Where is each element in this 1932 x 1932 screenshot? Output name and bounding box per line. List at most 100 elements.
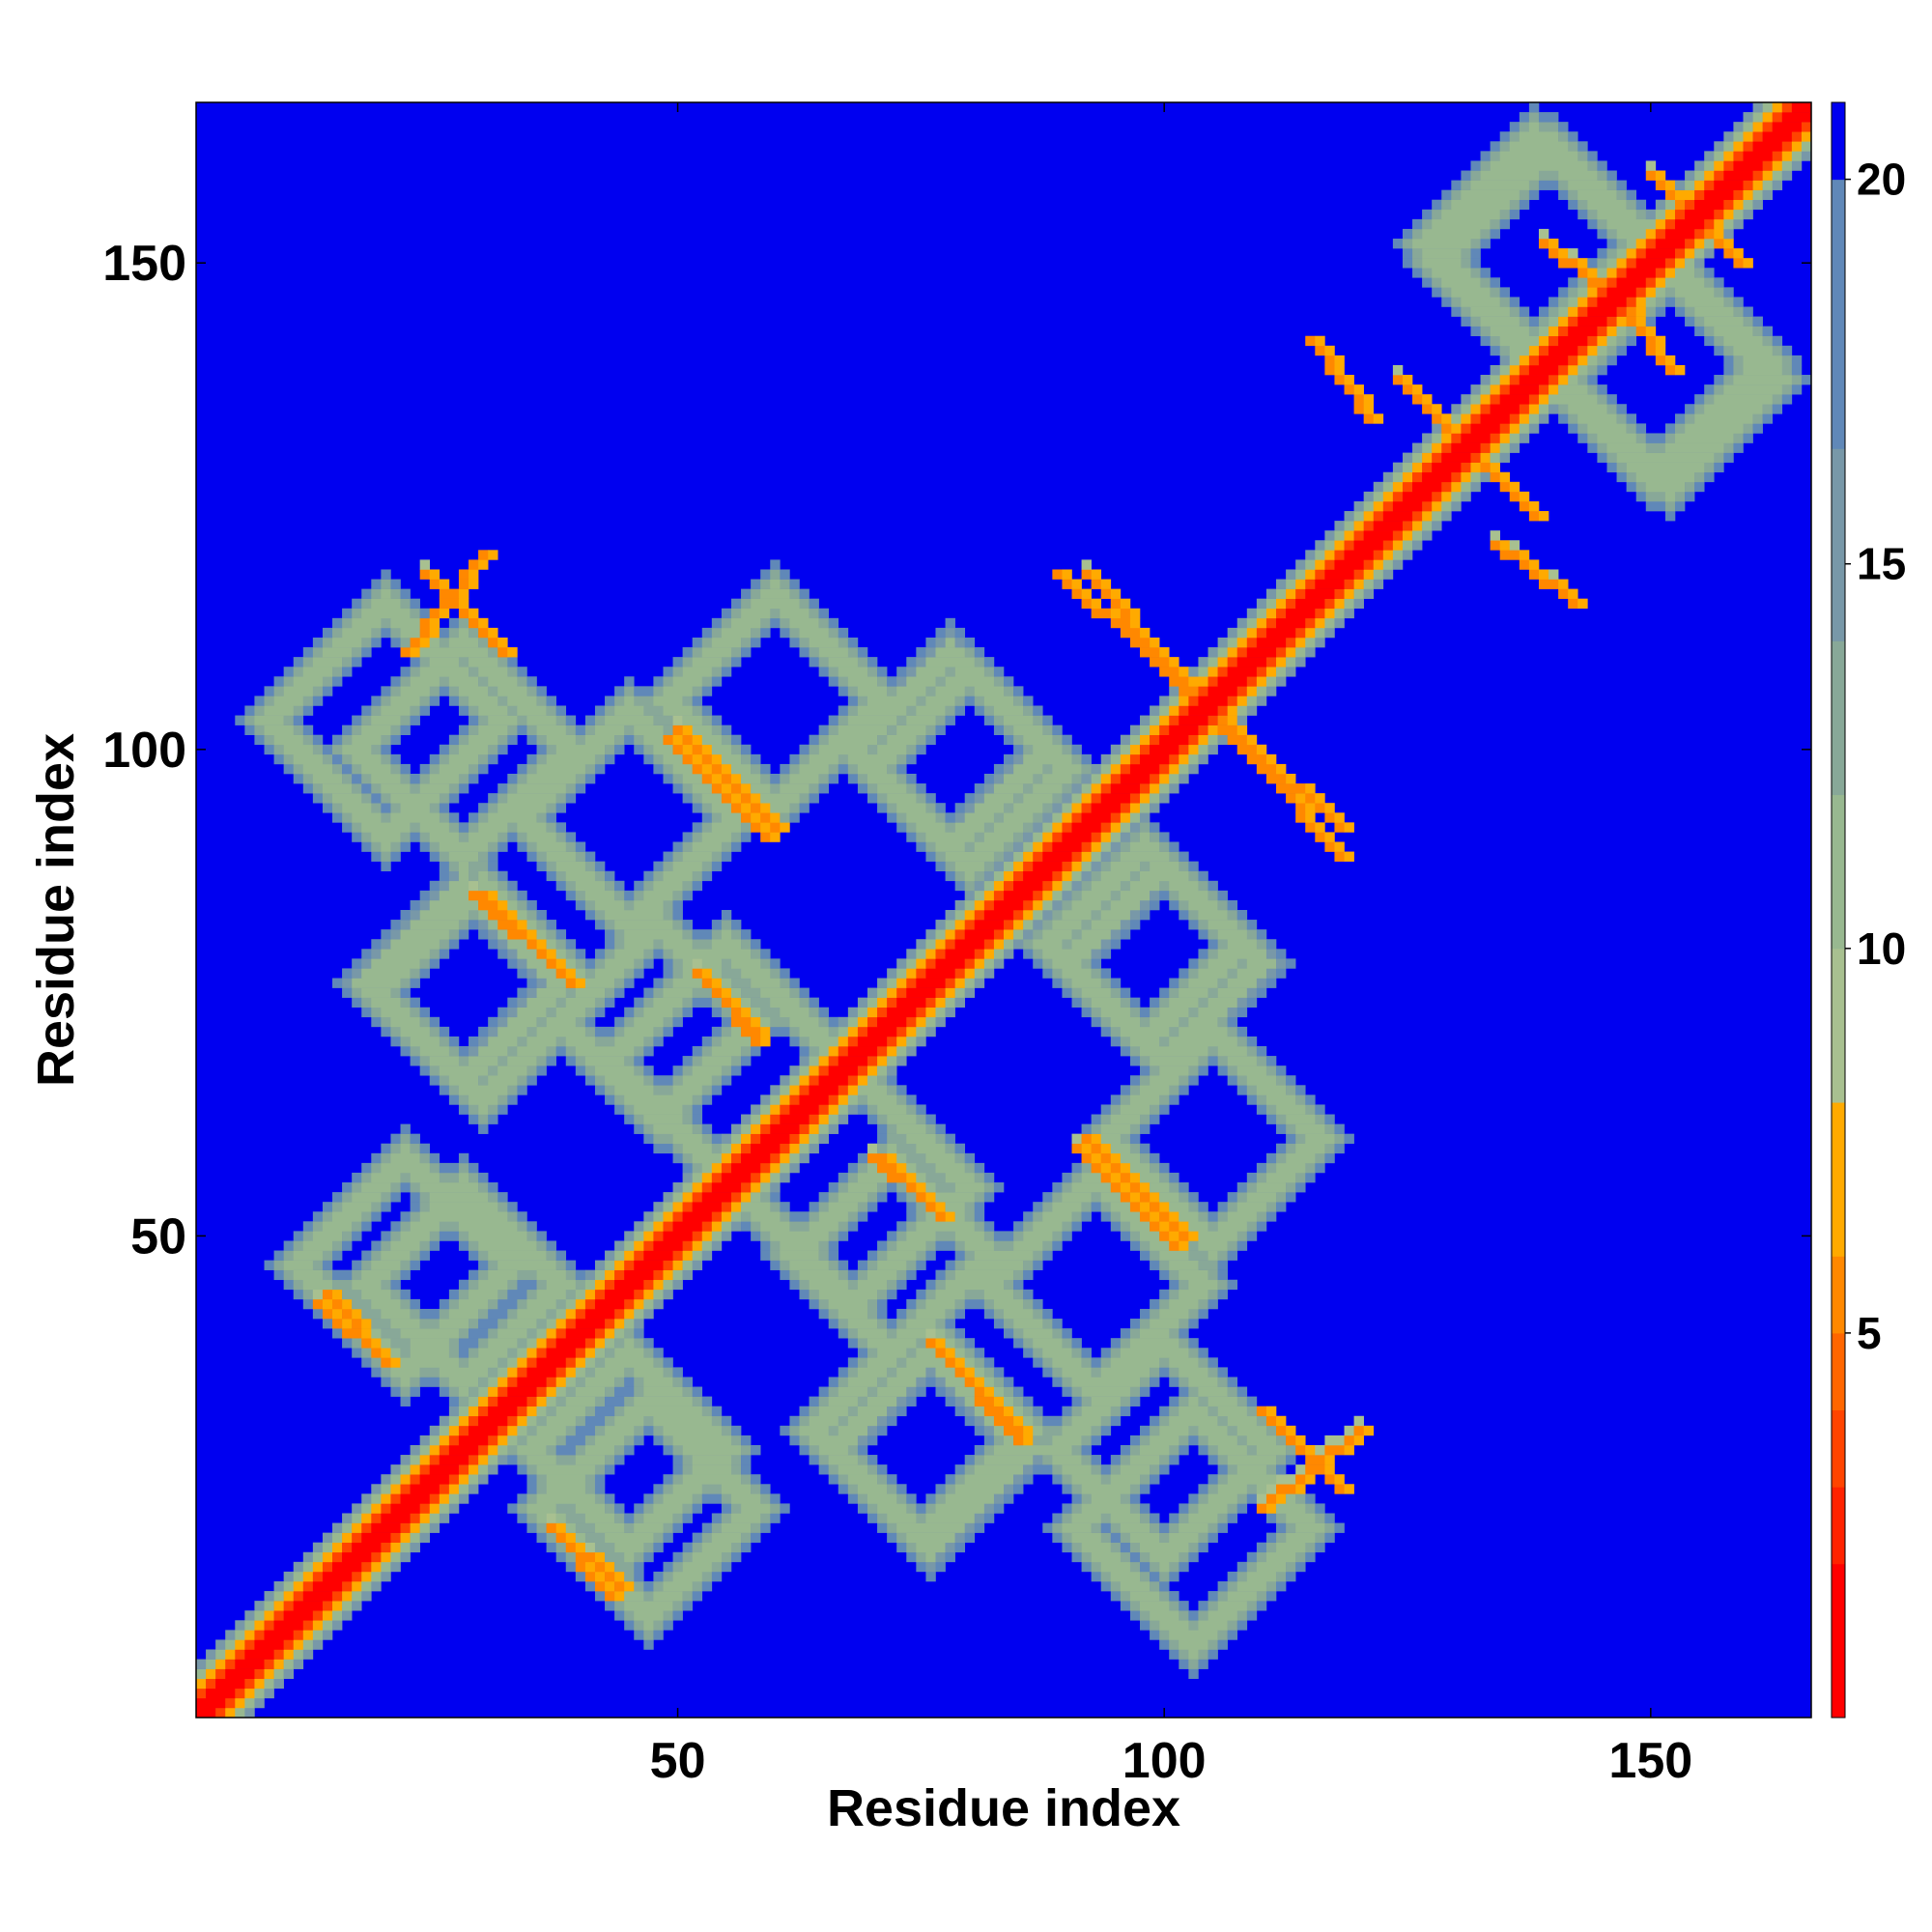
heatmap-cell	[458, 870, 469, 882]
heatmap-cell	[809, 608, 819, 619]
heatmap-cell	[400, 1348, 411, 1358]
heatmap-cell	[390, 1357, 401, 1368]
heatmap-cell	[916, 1104, 926, 1115]
heatmap-cell	[828, 1231, 839, 1241]
heatmap-cell	[867, 696, 917, 706]
heatmap-cell	[1694, 326, 1705, 337]
heatmap-cell	[916, 1338, 926, 1349]
heatmap-cell	[643, 1580, 654, 1592]
heatmap-cell	[488, 1269, 518, 1281]
heatmap-cell	[371, 949, 382, 959]
heatmap-cell	[1295, 1143, 1325, 1154]
heatmap-cell	[478, 822, 508, 833]
heatmap-cell	[1655, 345, 1666, 356]
heatmap-cell	[1256, 617, 1267, 629]
heatmap-cell	[730, 1503, 742, 1514]
heatmap-cell	[663, 1357, 673, 1368]
heatmap-cell	[390, 1240, 420, 1251]
heatmap-cell	[1276, 968, 1287, 979]
heatmap-cell	[371, 939, 382, 950]
heatmap-cell	[838, 1377, 849, 1387]
heatmap-cell	[818, 617, 829, 629]
heatmap-cell	[643, 1046, 654, 1057]
heatmap-cell	[555, 803, 567, 813]
heatmap-cell	[887, 1289, 897, 1300]
heatmap-cell	[935, 949, 946, 959]
heatmap-cell	[877, 1377, 888, 1387]
heatmap-cell	[1169, 1639, 1179, 1650]
heatmap-cell	[1363, 530, 1394, 541]
heatmap-cell	[663, 763, 673, 775]
heatmap-cell	[1091, 1007, 1102, 1018]
heatmap-cell	[352, 958, 362, 969]
heatmap-cell	[488, 1192, 498, 1203]
heatmap-cell	[1276, 1455, 1287, 1465]
heatmap-cell	[1179, 1386, 1189, 1397]
heatmap-cell	[1606, 394, 1617, 405]
heatmap-cell	[867, 1202, 878, 1212]
heatmap-cell	[1587, 423, 1627, 434]
heatmap-cell	[1286, 1493, 1296, 1504]
heatmap-cell	[614, 1386, 635, 1397]
heatmap-cell	[701, 958, 723, 969]
heatmap-cell	[1042, 1455, 1053, 1465]
heatmap-cell	[439, 686, 450, 696]
heatmap-cell	[1023, 832, 1034, 842]
heatmap-cell	[488, 1396, 498, 1406]
heatmap-cell	[497, 657, 508, 668]
heatmap-cell	[584, 1075, 596, 1086]
heatmap-cell	[906, 812, 936, 823]
heatmap-cell	[672, 1561, 683, 1573]
heatmap-cell	[419, 773, 431, 784]
heatmap-cell	[741, 608, 771, 619]
heatmap-cell	[1081, 1007, 1092, 1018]
heatmap-cell	[935, 851, 946, 862]
heatmap-cell	[1150, 1522, 1160, 1533]
heatmap-cell	[1334, 355, 1345, 366]
heatmap-cell	[945, 822, 955, 833]
heatmap-cell	[555, 1046, 567, 1057]
heatmap-cell	[1208, 890, 1218, 901]
heatmap-cell	[1120, 1396, 1131, 1406]
heatmap-cell	[1004, 861, 1014, 872]
heatmap-cell	[400, 724, 411, 735]
heatmap-cell	[877, 1250, 888, 1261]
heatmap-cell	[867, 1513, 878, 1523]
heatmap-cell	[1159, 1367, 1170, 1378]
heatmap-cell	[322, 1298, 333, 1310]
heatmap-cell	[730, 783, 742, 794]
heatmap-cell	[381, 851, 391, 862]
heatmap-cell	[342, 1338, 353, 1349]
heatmap-cell	[1256, 686, 1267, 696]
heatmap-cell	[1033, 899, 1043, 911]
heatmap-cell	[1236, 1075, 1248, 1086]
heatmap-cell	[741, 598, 752, 610]
heatmap-cell	[993, 1435, 1005, 1446]
heatmap-cell	[488, 1328, 498, 1339]
heatmap-cell	[789, 1026, 800, 1037]
heatmap-cell	[1169, 1240, 1179, 1251]
heatmap-cell	[1432, 452, 1442, 463]
heatmap-cell	[983, 1289, 1014, 1300]
heatmap-cell	[1110, 1474, 1141, 1485]
heatmap-cell	[906, 1192, 917, 1203]
heatmap-cell	[838, 763, 849, 775]
heatmap-cell	[293, 1580, 304, 1592]
heatmap-cell	[264, 1659, 274, 1669]
heatmap-cell	[429, 851, 440, 862]
heatmap-cell	[672, 1221, 703, 1232]
heatmap-cell	[672, 1269, 683, 1281]
heatmap-cell	[682, 1152, 693, 1164]
heatmap-cell	[780, 783, 810, 794]
heatmap-cell	[925, 696, 955, 706]
heatmap-cell	[867, 1260, 878, 1270]
heatmap-cell	[1704, 471, 1715, 483]
heatmap-cell	[663, 724, 673, 735]
heatmap-cell	[322, 753, 333, 765]
heatmap-cell	[1324, 1143, 1335, 1154]
heatmap-cell	[643, 1308, 654, 1320]
heatmap-cell	[1324, 569, 1354, 580]
heatmap-cell	[1140, 1250, 1151, 1261]
heatmap-cell	[857, 783, 868, 794]
heatmap-cell	[458, 1231, 469, 1241]
